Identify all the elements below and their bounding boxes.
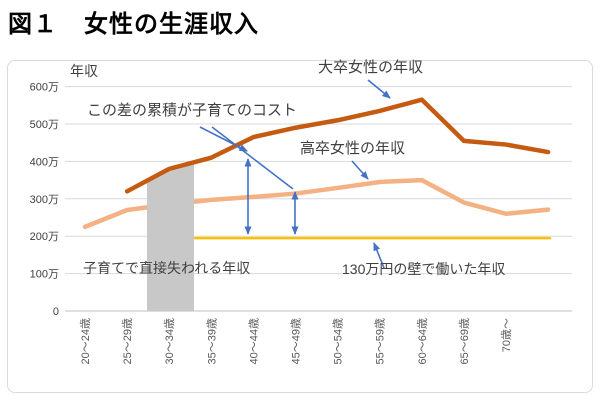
childcare-loss-band [147, 163, 194, 311]
y-axis-tick-label: 0 [53, 306, 59, 318]
figure-title: 女性の生涯収入 [84, 11, 259, 38]
chart-frame [7, 60, 593, 393]
y-axis-title: 年収 [70, 63, 98, 79]
x-axis-label: 30～34歳 [163, 318, 176, 364]
page-title: 図１ 女性の生涯収入 [8, 4, 259, 39]
x-axis-label: 60～64歳 [416, 318, 429, 364]
annotation-childcare-cost: この差の累積が子育てのコスト [87, 102, 298, 119]
y-axis-tick-label: 200万 [30, 231, 59, 243]
annotation-arrow [351, 160, 369, 180]
y-axis-tick-label: 300万 [30, 194, 59, 206]
y-axis-tick-label: 500万 [30, 119, 59, 131]
y-axis-tick-label: 600万 [30, 82, 59, 94]
annotation-arrow [211, 126, 294, 190]
x-axis-label: 50～54歳 [332, 318, 345, 364]
x-axis-label: 25～29歳 [121, 318, 134, 364]
annotation-arrow [367, 79, 391, 99]
figure-number: 図１ [8, 11, 58, 38]
x-axis-label: 65～69歳 [458, 318, 471, 364]
x-axis-label: 35～39歳 [205, 318, 218, 364]
annotation-highschool-grad-income: 高卒女性の年収 [300, 140, 406, 157]
annotation-arrow [373, 242, 385, 269]
college-grad-line [124, 97, 551, 194]
y-axis-tick-label: 400万 [30, 156, 59, 168]
x-axis-label: 20～24歳 [79, 318, 92, 364]
annotation-income-lost-to-childcare: 子育てで直接失われる年収 [83, 260, 251, 276]
y-axis-tick-label: 100万 [30, 269, 59, 281]
x-axis-label: 45～49歳 [290, 318, 303, 364]
annotation-college-grad-income: 大卒女性の年収 [318, 59, 424, 76]
x-axis-label: 70歳～ [500, 318, 513, 352]
x-axis-label: 40～44歳 [247, 318, 260, 364]
annotation-130man-wall-income: 130万円の壁で働いた年収 [342, 261, 506, 277]
x-axis-label: 55～59歳 [374, 318, 387, 364]
